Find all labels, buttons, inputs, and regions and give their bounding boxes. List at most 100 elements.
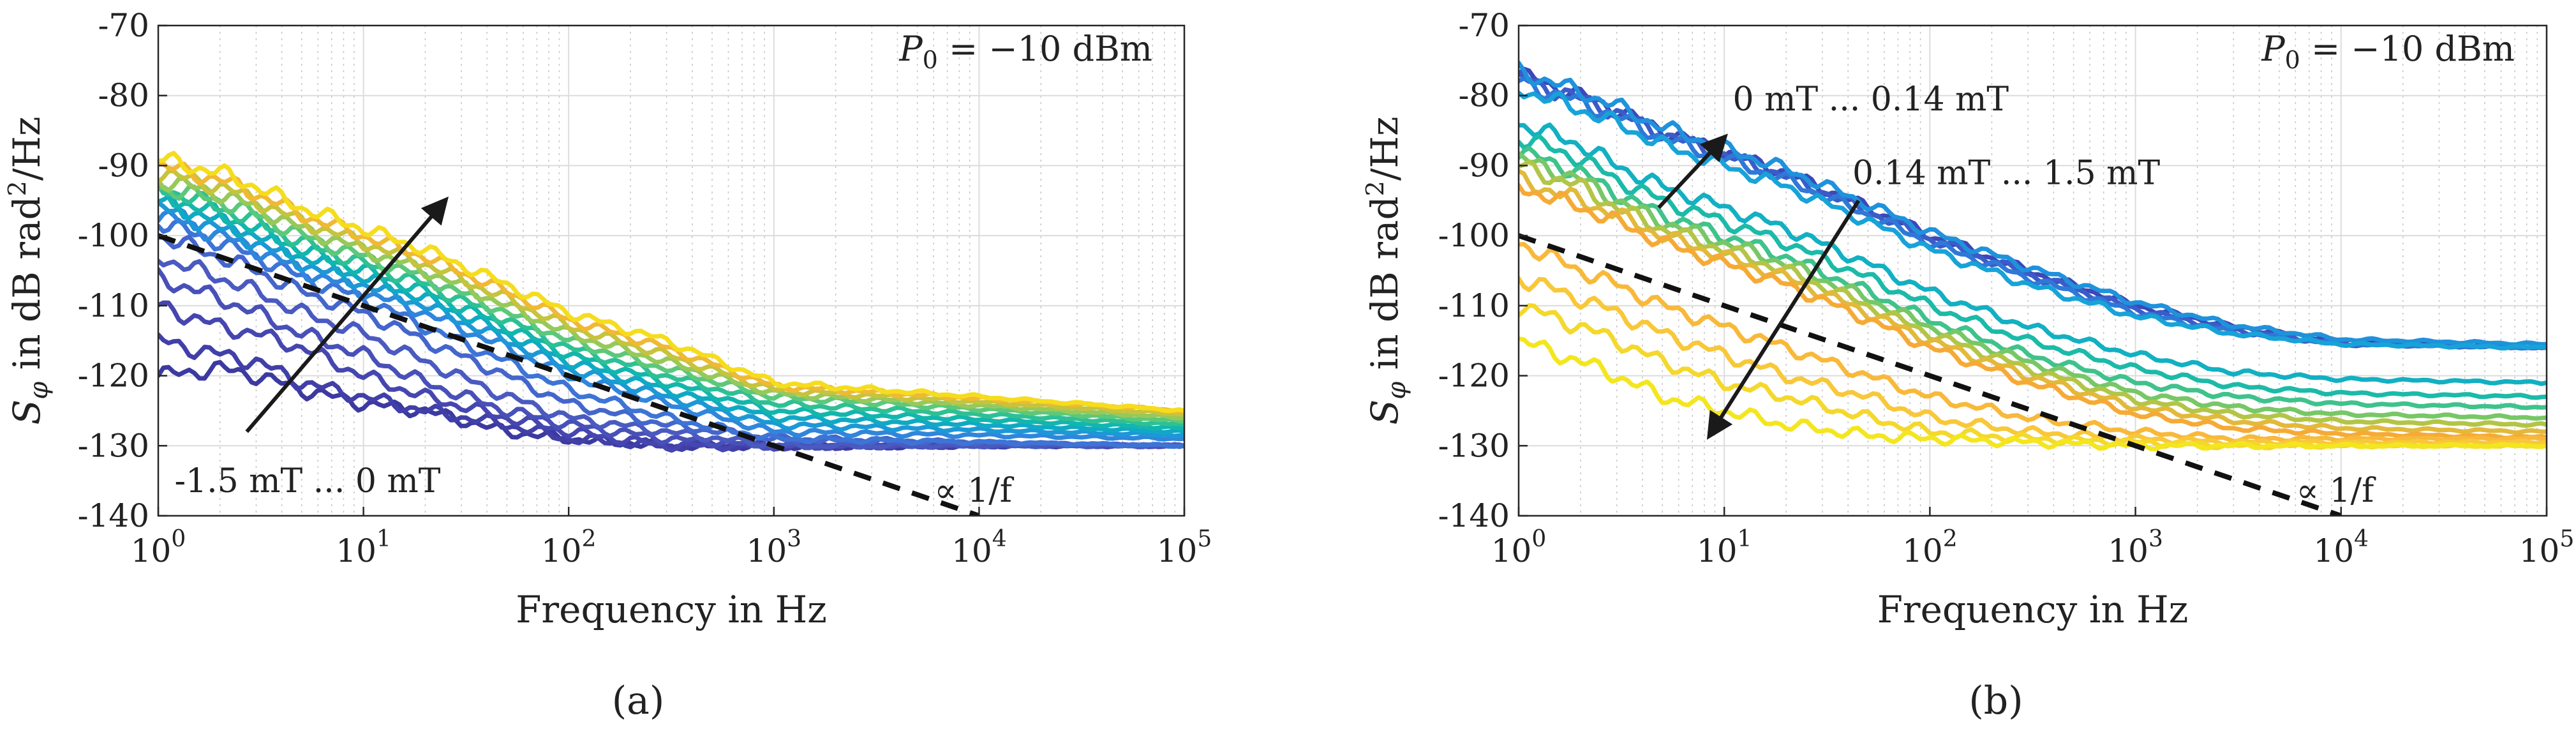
series-line [1519,169,2547,435]
y-tick-label: -140 [1438,497,1510,534]
y-tick-label: -90 [1458,147,1510,184]
y-tick-label: -90 [98,147,149,184]
x-tick-exponent: 1 [1738,526,1752,552]
reference-line-group [1519,233,2342,516]
series-group [158,151,1184,453]
y-tick-label: -110 [1438,287,1510,324]
y-label-symbol: S [1363,400,1406,425]
panel-caption: (a) [612,679,665,723]
panel-caption: (b) [1969,679,2023,723]
chart-title: P0 = −10 dBm [898,29,1152,74]
series-line [1519,276,2547,447]
x-tick-base: 10 [2314,532,2355,569]
x-tick-base: 10 [747,532,787,569]
x-tick-exponent: 3 [787,526,801,552]
y-tick-label: -140 [78,497,149,534]
plot-frame [1517,24,2548,517]
reference-line-label: ∝ 1/f [934,472,1014,510]
annotations: 0 mT ... 0.14 mT 0.14 mT ... 1.5 mT ∝ 1/f P… [1657,29,2515,510]
series-line [158,209,1184,442]
x-tick-label: 104 [2314,526,2369,569]
title-subscript: 0 [923,46,938,74]
title-symbol: P [2261,29,2286,69]
y-label-unit: in dB rad [5,196,48,381]
x-tick-base: 10 [2519,532,2560,569]
x-tick-base: 10 [541,532,582,569]
x-tick-exponent: 1 [376,526,391,552]
y-label-unit-tail: /Hz [5,116,48,181]
y-label-subscript: φ [24,382,54,400]
x-tick-label: 104 [951,526,1007,569]
annotation-arrow [1657,133,1728,209]
y-tick-label: -120 [78,357,149,394]
series-line [1519,122,2547,386]
series-line [1519,242,2547,444]
x-tick-base: 10 [1157,532,1198,569]
x-tick-label: 102 [1902,526,1958,569]
x-tick-label: 102 [541,526,597,569]
x-axis-label: Frequency in Hz [516,588,827,631]
series-line [1519,336,2547,451]
y-tick-label: -130 [78,427,149,464]
title-symbol: P [898,29,923,69]
plot-area [1519,61,2547,516]
plot-frame [157,24,1186,517]
title-subscript: 0 [2285,46,2300,74]
series-line [158,169,1184,417]
annotations: -1.5 mT ... 0 mT ∝ 1/f P0 = −10 dBm [174,29,1152,510]
x-tick-base: 10 [951,532,992,569]
x-tick-exponent: 0 [1531,526,1546,552]
x-tick-label: 103 [2108,526,2163,569]
y-tick-label: -70 [98,7,149,44]
reference-line [1519,233,2342,516]
x-tick-base: 10 [131,532,172,569]
x-tick-exponent: 3 [2148,526,2163,552]
x-tick-base: 10 [2108,532,2148,569]
series-line [158,218,1184,449]
x-tick-label: 101 [336,526,391,569]
y-label-superscript: 2 [3,181,31,196]
annotation-label: 0.14 mT ... 1.5 mT [1852,154,2160,192]
y-tick-label: -100 [1438,217,1510,254]
series-line [158,200,1184,439]
annotation-arrow [1706,199,1861,440]
y-tick-label: -110 [78,287,149,324]
x-tick-base: 10 [1491,532,1532,569]
series-line [1519,133,2547,400]
y-label-subscript: φ [1382,382,1411,400]
series-group [1519,61,2547,451]
reference-line-label: ∝ 1/f [2297,472,2376,510]
reference-line-group [158,233,980,516]
reference-line [158,233,980,516]
series-line [158,183,1184,431]
x-tick-exponent: 4 [992,526,1007,552]
series-line [158,183,1184,427]
y-tick-label: -70 [1458,7,1510,44]
x-tick-exponent: 2 [1943,526,1958,552]
series-line [1519,183,2547,440]
x-tick-exponent: 5 [2559,526,2574,552]
series-line [1519,146,2547,410]
y-label-unit: in dB rad [1363,196,1406,381]
x-axis-label: Frequency in Hz [1877,588,2189,631]
x-tick-label: 100 [131,526,186,569]
series-line [1519,61,2547,347]
x-tick-exponent: 2 [582,526,597,552]
series-line [158,176,1184,421]
x-tick-base: 10 [336,532,376,569]
series-line [158,151,1184,414]
y-label-superscript: 2 [1361,181,1389,196]
y-tick-label: -120 [1438,357,1510,394]
y-tick-label: -80 [98,77,149,114]
series-line [1519,159,2547,428]
x-tick-exponent: 0 [171,526,186,552]
x-tick-label: 103 [747,526,802,569]
y-label-symbol: S [5,400,48,425]
